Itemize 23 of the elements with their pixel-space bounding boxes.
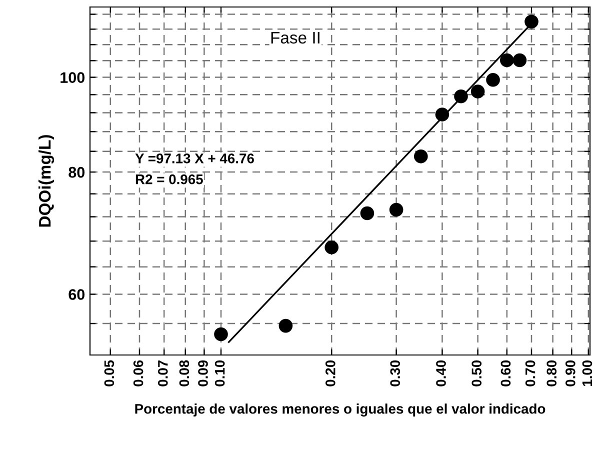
x-tick-label: 0.90 bbox=[565, 360, 576, 386]
x-tick-label: 0.06 bbox=[133, 360, 144, 386]
x-tick-label: 0.20 bbox=[325, 360, 336, 386]
x-tick-label: 0.80 bbox=[546, 360, 557, 386]
x-tick-label: 0.70 bbox=[525, 360, 536, 386]
y-axis-title: DQOi(mg/L) bbox=[38, 135, 54, 227]
x-tick-label: 0.09 bbox=[198, 360, 208, 386]
annotation: Fase II bbox=[271, 32, 320, 44]
x-tick-label: 0.07 bbox=[158, 360, 168, 386]
x-tick-label: 0.10 bbox=[214, 360, 225, 386]
x-tick-label: 0.50 bbox=[472, 360, 482, 386]
x-tick-label: 1.00 bbox=[582, 360, 592, 386]
x-tick-label: 0.60 bbox=[500, 360, 511, 386]
annotation: R2 = 0.965 bbox=[136, 174, 203, 184]
x-tick-label: 0.40 bbox=[436, 360, 446, 386]
y-tick-label: 100 bbox=[60, 72, 85, 83]
annotation: Y =97.13 X + 46.76 bbox=[135, 154, 254, 164]
x-tick-label: 0.08 bbox=[179, 360, 190, 386]
y-tick-label: 80 bbox=[68, 166, 85, 178]
x-tick-label: 0.30 bbox=[390, 360, 400, 386]
x-axis-title: Porcentaje de valores menores o iguales que el valor indicado bbox=[135, 404, 546, 417]
y-tick-label: 60 bbox=[68, 289, 85, 300]
x-tick-label: 0.05 bbox=[104, 360, 114, 386]
